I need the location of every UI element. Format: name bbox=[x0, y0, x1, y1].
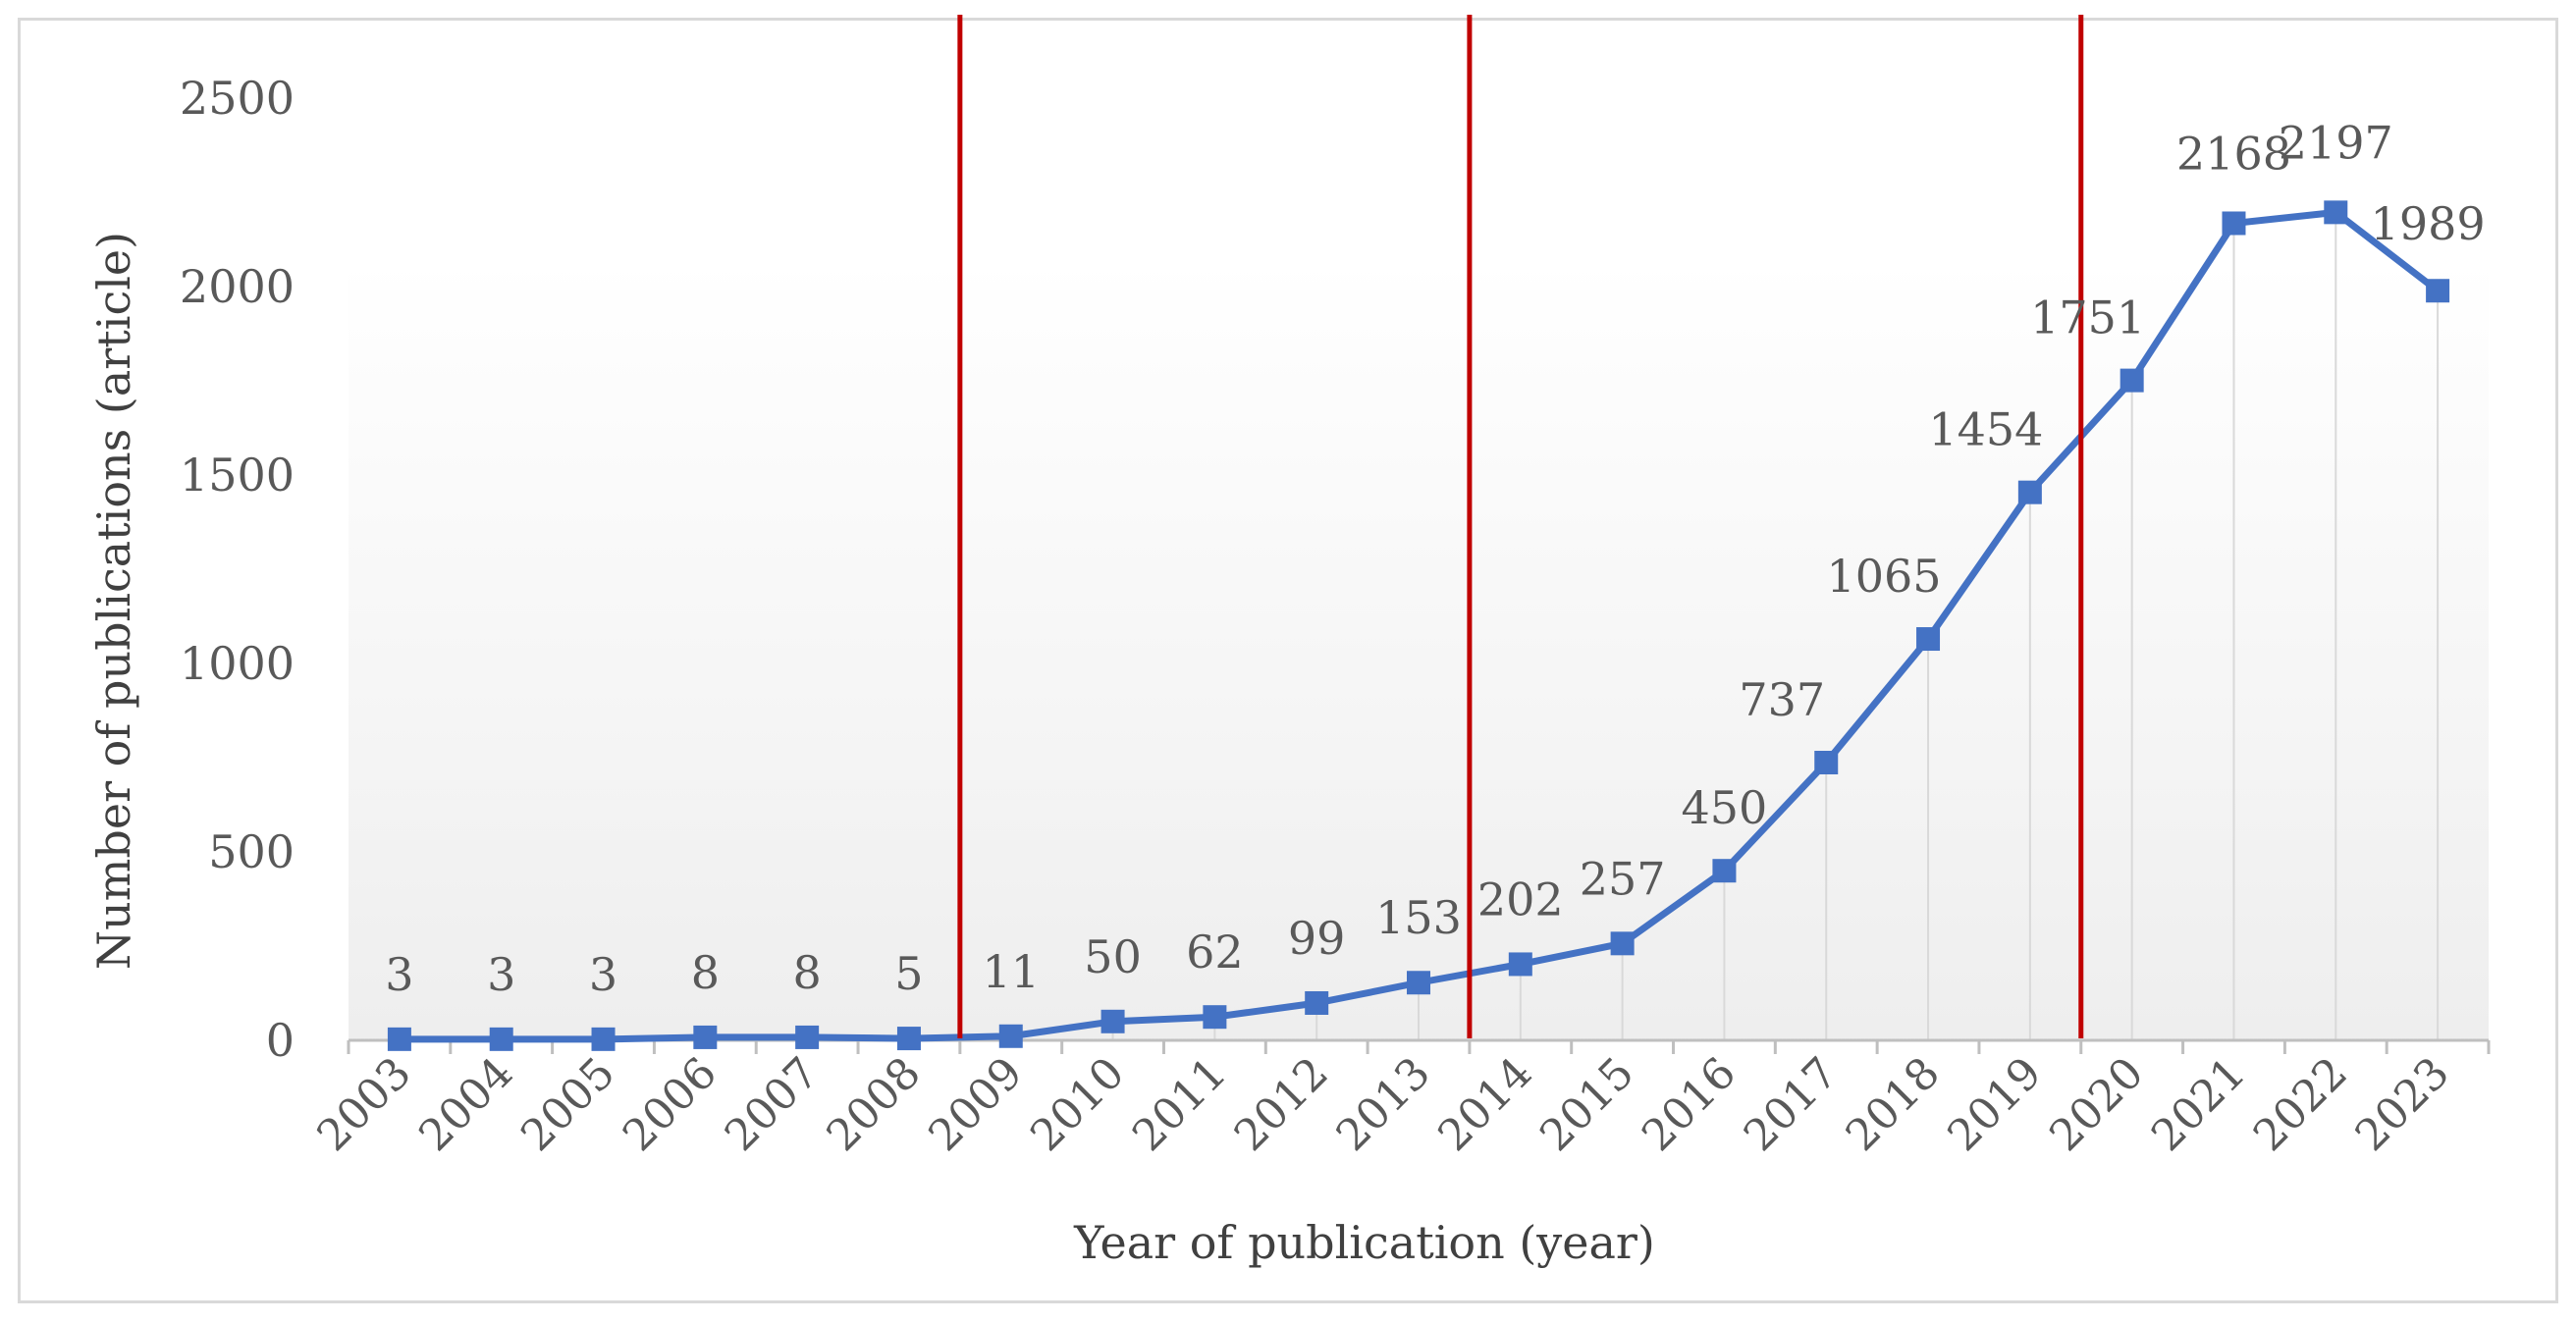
x-tick-label-2012: 2012 bbox=[1225, 1048, 1338, 1161]
x-axis-ticks: 2003200420052006200720082009201020112012… bbox=[307, 1048, 2458, 1161]
x-tick-label-2005: 2005 bbox=[511, 1048, 624, 1161]
marker-2018 bbox=[1916, 627, 1941, 652]
x-tick-label-2018: 2018 bbox=[1837, 1048, 1950, 1161]
x-axis bbox=[347, 1038, 2491, 1054]
data-label-2011: 62 bbox=[1186, 926, 1244, 979]
y-axis-title: Number of publications (article) bbox=[87, 232, 140, 970]
marker-2021 bbox=[2222, 211, 2246, 236]
marker-2016 bbox=[1712, 859, 1737, 883]
x-tick-label-2006: 2006 bbox=[614, 1048, 726, 1161]
marker-2013 bbox=[1407, 971, 1430, 995]
y-tick-label-500: 500 bbox=[208, 825, 295, 878]
x-tick-label-2007: 2007 bbox=[716, 1048, 829, 1161]
marker-2020 bbox=[2120, 368, 2144, 393]
x-tick-label-2014: 2014 bbox=[1428, 1048, 1541, 1161]
data-label-2013: 153 bbox=[1375, 891, 1462, 944]
data-label-2016: 450 bbox=[1682, 781, 1768, 834]
x-tick-label-2023: 2023 bbox=[2346, 1048, 2459, 1161]
data-label-2023: 1989 bbox=[2371, 197, 2486, 250]
marker-2011 bbox=[1203, 1005, 1227, 1030]
x-tick-label-2020: 2020 bbox=[2040, 1048, 2153, 1161]
x-tick-label-2019: 2019 bbox=[1938, 1048, 2051, 1161]
data-label-2008: 5 bbox=[894, 947, 923, 1000]
data-label-2019: 1454 bbox=[1928, 403, 2043, 456]
data-label-2010: 50 bbox=[1084, 930, 1142, 983]
data-labels: 3 3 3 8 8 5 11 50 62 99 153 202 257 450 737 1065 1454 175… bbox=[385, 116, 2485, 1000]
data-label-2018: 1065 bbox=[1827, 550, 1942, 603]
marker-2008 bbox=[896, 1027, 921, 1051]
marker-2014 bbox=[1508, 952, 1532, 977]
marker-2006 bbox=[693, 1025, 718, 1049]
x-axis-title: Year of publication (year) bbox=[1073, 1216, 1655, 1269]
marker-2015 bbox=[1610, 931, 1635, 956]
data-label-2007: 8 bbox=[793, 946, 822, 999]
marker-2003 bbox=[387, 1027, 411, 1051]
drop-lines bbox=[398, 212, 2440, 1040]
marker-2022 bbox=[2324, 200, 2348, 225]
reference-lines bbox=[957, 15, 2084, 1038]
x-tick-label-2003: 2003 bbox=[307, 1048, 420, 1161]
data-label-2014: 202 bbox=[1477, 873, 1564, 926]
data-label-2003: 3 bbox=[385, 948, 413, 1001]
data-label-2020: 1751 bbox=[2030, 291, 2145, 344]
data-label-2022: 2197 bbox=[2279, 116, 2393, 169]
data-label-2004: 3 bbox=[487, 948, 515, 1001]
series-publications bbox=[387, 200, 2450, 1051]
x-tick-label-2022: 2022 bbox=[2244, 1048, 2357, 1161]
marker-2023 bbox=[2426, 279, 2450, 303]
data-label-2006: 8 bbox=[691, 946, 720, 999]
x-tick-label-2015: 2015 bbox=[1530, 1048, 1643, 1161]
data-label-2009: 11 bbox=[982, 945, 1040, 998]
x-tick-label-2011: 2011 bbox=[1123, 1048, 1236, 1161]
x-tick-label-2004: 2004 bbox=[409, 1048, 522, 1161]
data-label-2017: 737 bbox=[1739, 673, 1825, 726]
x-tick-label-2016: 2016 bbox=[1633, 1048, 1745, 1161]
data-label-2012: 99 bbox=[1288, 912, 1346, 965]
marker-2017 bbox=[1814, 750, 1839, 774]
marker-2019 bbox=[2017, 480, 2042, 504]
marker-2005 bbox=[591, 1027, 616, 1051]
x-tick-label-2017: 2017 bbox=[1735, 1048, 1848, 1161]
y-tick-label-1500: 1500 bbox=[180, 449, 295, 502]
marker-2012 bbox=[1305, 990, 1329, 1015]
x-tick-label-2021: 2021 bbox=[2142, 1048, 2255, 1161]
x-tick-label-2013: 2013 bbox=[1327, 1048, 1440, 1161]
y-tick-label-2500: 2500 bbox=[180, 72, 295, 125]
marker-2010 bbox=[1100, 1009, 1125, 1033]
y-tick-label-0: 0 bbox=[266, 1014, 295, 1067]
x-tick-label-2010: 2010 bbox=[1021, 1048, 1134, 1161]
marker-2004 bbox=[489, 1027, 513, 1051]
x-tick-label-2008: 2008 bbox=[817, 1048, 930, 1161]
data-label-2015: 257 bbox=[1580, 852, 1666, 905]
y-tick-label-1000: 1000 bbox=[180, 637, 295, 690]
y-axis-ticks: 0 500 1000 1500 2000 2500 bbox=[180, 72, 295, 1067]
marker-2009 bbox=[998, 1024, 1023, 1048]
data-label-2005: 3 bbox=[589, 948, 617, 1001]
y-tick-label-2000: 2000 bbox=[180, 260, 295, 313]
x-tick-label-2009: 2009 bbox=[919, 1048, 1032, 1161]
marker-2007 bbox=[795, 1025, 820, 1049]
data-label-2021: 2168 bbox=[2176, 127, 2291, 180]
